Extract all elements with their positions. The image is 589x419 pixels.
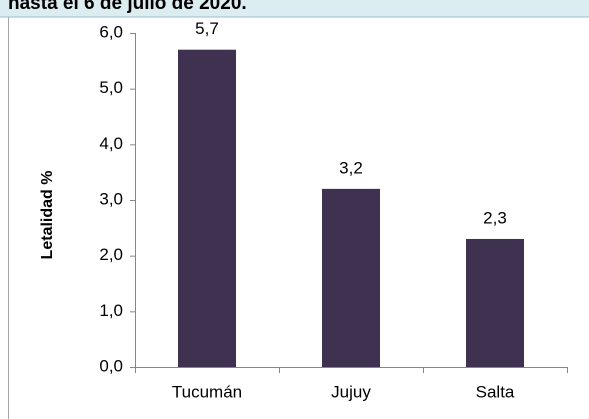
data-label: 5,7	[195, 19, 219, 38]
y-tick-label: 4,0	[99, 134, 123, 153]
y-tick-label: 3,0	[99, 189, 123, 208]
y-tick-label: 0,0	[99, 356, 123, 375]
title-band	[0, 0, 589, 17]
bar	[178, 49, 236, 367]
x-tick-label: Tucumán	[172, 382, 242, 401]
y-tick-label: 6,0	[99, 22, 123, 41]
x-tick-label: Salta	[476, 382, 515, 401]
data-label: 2,3	[483, 208, 507, 227]
y-tick-label: 2,0	[99, 245, 123, 264]
bar	[322, 188, 380, 367]
x-tick-label: Jujuy	[331, 382, 371, 401]
y-tick-label: 1,0	[99, 301, 123, 320]
bar	[466, 238, 524, 367]
y-tick-label: 5,0	[99, 78, 123, 97]
data-label: 3,2	[339, 158, 363, 177]
y-axis-label: Letalidad %	[39, 171, 56, 260]
chart-title: hasta el 6 de julio de 2020.	[8, 0, 247, 14]
